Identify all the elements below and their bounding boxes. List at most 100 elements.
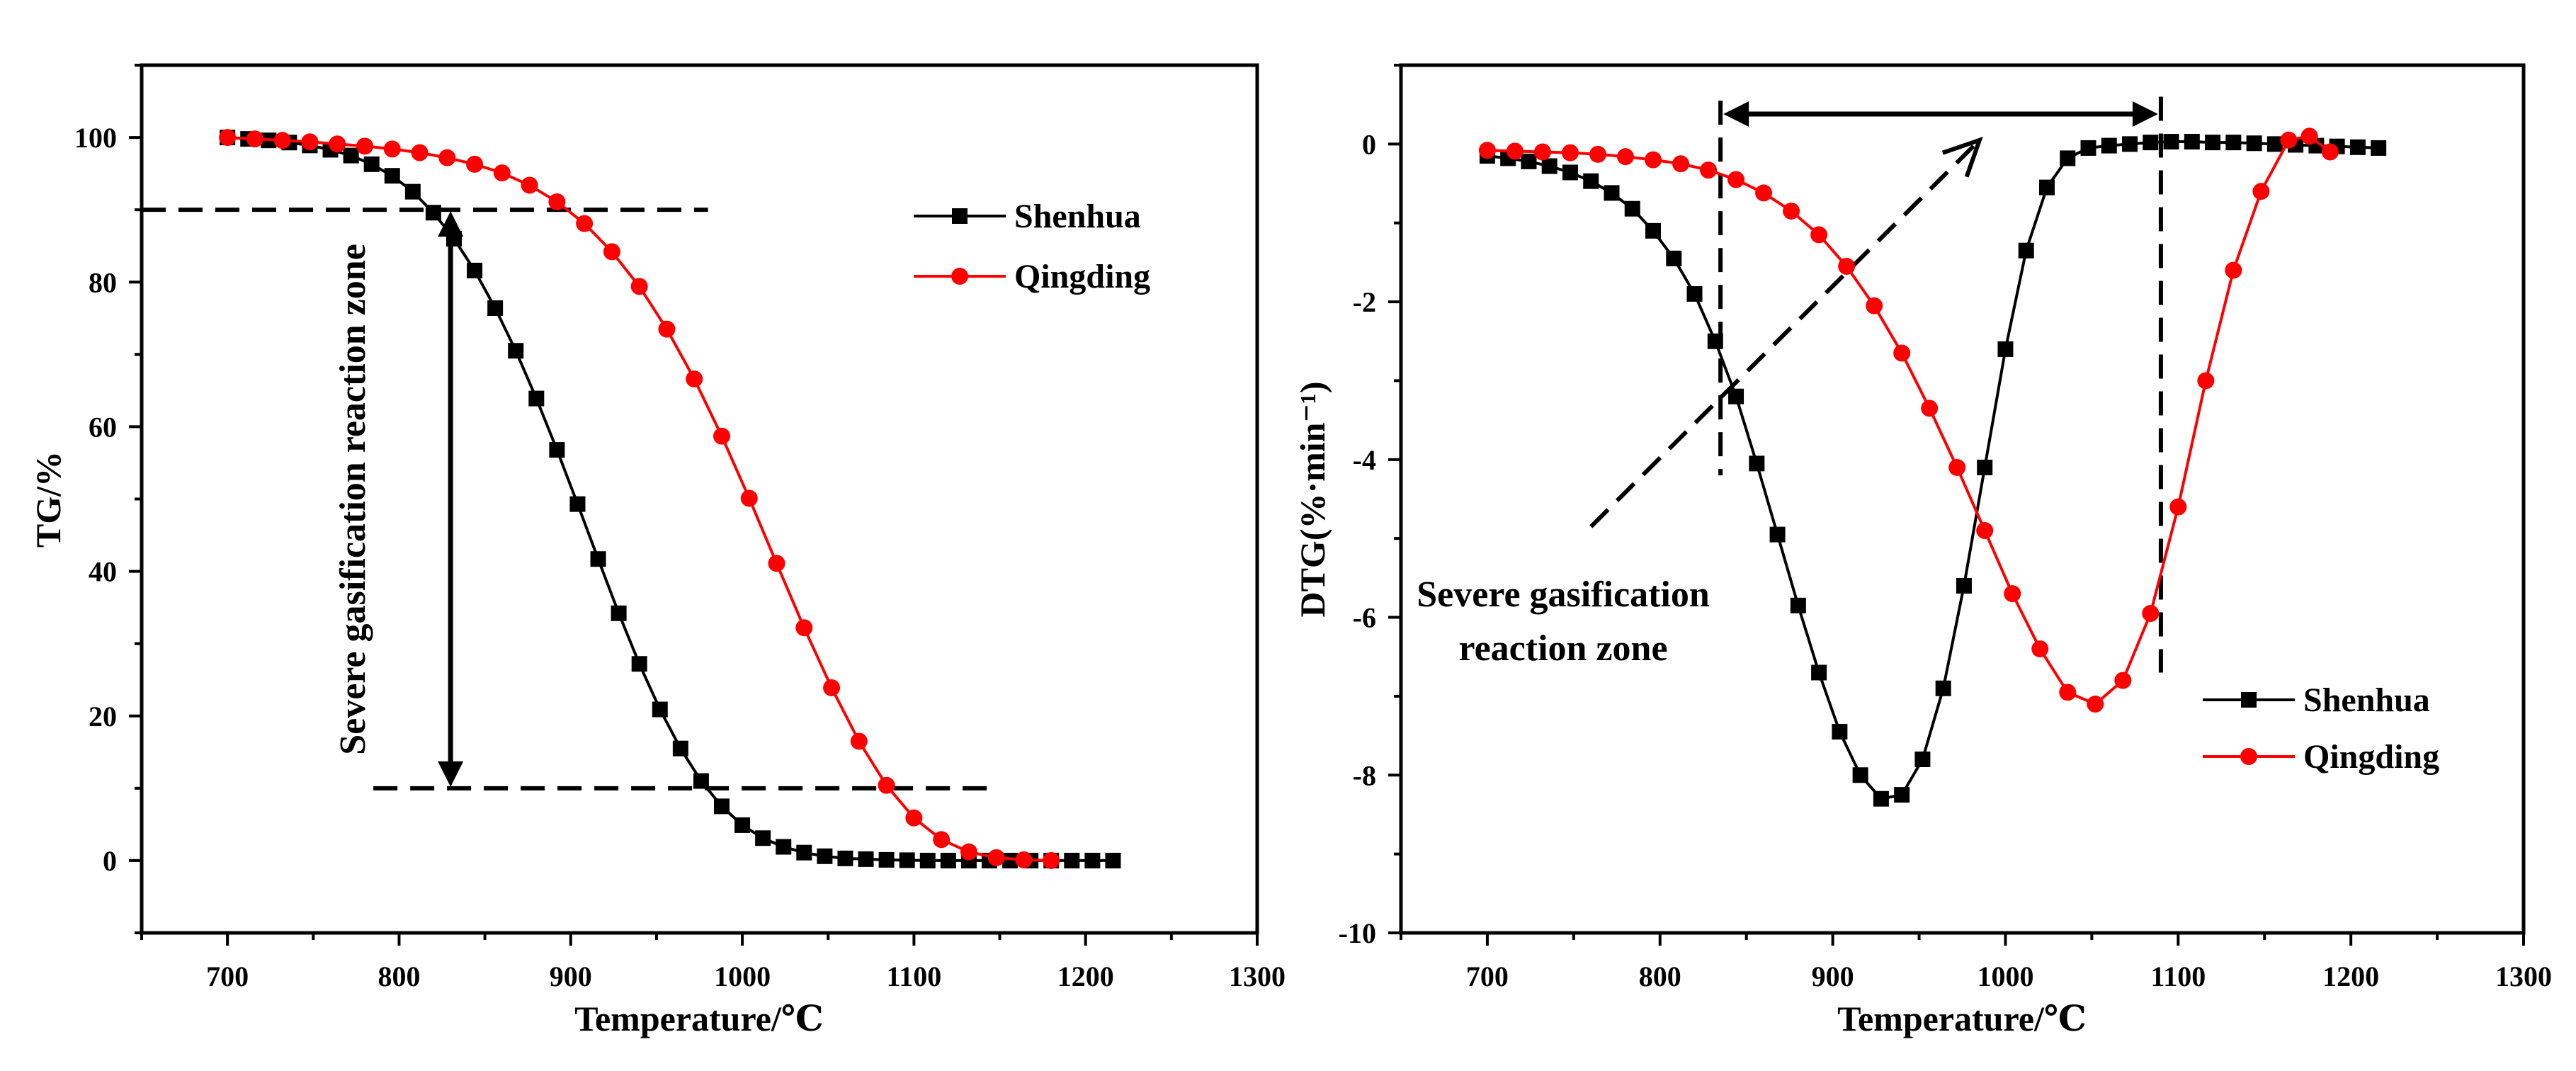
dtg-series-shenhua-point (1769, 526, 1786, 543)
tg-series-shenhua-point (919, 852, 936, 868)
tg-series-shenhua-point (899, 852, 915, 868)
dtg-series-qingding-point (1893, 344, 1911, 362)
dtg-series-qingding-point (2114, 672, 2132, 689)
dtg-series-shenhua-point (1852, 767, 1868, 783)
dtg-y-axis-title: DTG(%·min⁻¹) (1293, 381, 1332, 617)
tg-series-shenhua-point (467, 262, 483, 278)
dtg-x-tick-label-800: 800 (1639, 960, 1681, 992)
tg-series-shenhua-point (734, 817, 751, 833)
tg-series-shenhua-point (487, 300, 504, 316)
tg-y-tick-label-100: 100 (74, 122, 117, 154)
tg-series-shenhua-point (837, 850, 853, 866)
dtg-series-shenhua-point (1997, 341, 2014, 357)
tg-series-shenhua-point (817, 848, 833, 864)
tg-series-shenhua-point (384, 168, 400, 184)
tg-y-tick-label-60: 60 (89, 411, 117, 443)
dtg-series-shenhua-point (1790, 597, 1806, 613)
tg-series-qingding-point (383, 140, 401, 158)
dtg-x-tick-label-1000: 1000 (1977, 960, 2033, 992)
dtg-y-tick-label-4: -4 (1353, 444, 1376, 476)
tg-series-qingding-point (273, 132, 291, 149)
dtg-series-shenhua-point (2122, 136, 2138, 152)
dtg-x-tick-label-700: 700 (1466, 960, 1509, 992)
dtg-legend: Shenhua Qingding (2203, 681, 2439, 776)
tg-series-shenhua-point (631, 656, 647, 672)
dtg-series-shenhua-point (2184, 134, 2200, 150)
tg-series-qingding-point (493, 164, 511, 182)
dtg-series-shenhua-point (2371, 140, 2387, 156)
tg-series-shenhua-point (672, 740, 688, 756)
dtg-series-shenhua-point (1811, 664, 1827, 681)
dtg-legend-label-shenhua: Shenhua (2303, 681, 2430, 719)
dtg-series-qingding-point (1976, 522, 1994, 540)
dtg-pointer-arrow-shaft (1589, 138, 1982, 528)
dtg-series-shenhua-point (1583, 173, 1599, 189)
dtg-series-shenhua-point (2038, 179, 2055, 196)
tg-zone-arrow-head-down (438, 761, 464, 787)
tg-y-axis-title: TG/% (28, 451, 68, 548)
tg-series-qingding-point (933, 831, 951, 849)
tg-series-shenhua-point (446, 231, 462, 246)
dtg-series-shenhua-point (2060, 150, 2076, 166)
tg-x-tick-label-900: 900 (550, 960, 592, 992)
dtg-series-qingding-point (1672, 155, 1690, 173)
dtg-series-qingding-point (1700, 162, 1718, 179)
dtg-series-qingding-point (1921, 400, 1939, 417)
tg-series-qingding-point (960, 843, 977, 861)
tg-series-shenhua-point (652, 701, 668, 718)
dtg-series-qingding-point (1617, 148, 1634, 166)
dtg-series-qingding-point (1645, 151, 1662, 169)
dtg-legend-label-qingding: Qingding (2303, 738, 2439, 776)
tg-series-qingding-point (1043, 851, 1060, 869)
tg-series-shenhua-point (940, 852, 956, 868)
tg-y-tick-label-80: 80 (89, 266, 117, 298)
tg-series-qingding (219, 129, 1060, 869)
tg-series-qingding-point (768, 555, 785, 572)
dtg-series-shenhua-point (1749, 455, 1765, 472)
tg-series-shenhua-point (858, 851, 874, 867)
tg-series-shenhua-point (549, 442, 565, 458)
tg-x-tick-label-1200: 1200 (1057, 960, 1114, 992)
tg-zone-arrow-head-up (438, 211, 464, 237)
tg-series-qingding-point (438, 149, 456, 166)
tg-series-qingding-point (658, 320, 676, 338)
tg-legend-marker-qingding (951, 268, 968, 285)
dtg-series-shenhua-point (1728, 388, 1744, 404)
tg-series-shenhua-point (508, 343, 524, 359)
dtg-x-tick-label-900: 900 (1812, 960, 1854, 992)
dtg-series-qingding-line (1487, 135, 2332, 706)
dtg-series-qingding-point (1838, 257, 1856, 275)
dtg-y-tick-label-2: -2 (1353, 286, 1376, 318)
dtg-series-qingding-point (1533, 143, 1551, 161)
dtg-series-qingding-point (1506, 142, 1524, 160)
dtg-series-qingding-point (1478, 142, 1496, 159)
dtg-plot-frame (1399, 63, 2526, 935)
tg-series-shenhua-point (425, 205, 441, 221)
tg-series-qingding-point (246, 130, 263, 148)
tg-x-tick-label-1000: 1000 (714, 960, 771, 992)
dtg-series-qingding-point (2321, 143, 2339, 161)
tg-chart-panel: 700 800 900 1000 1100 1200 1300 0 20 40 60 80 100 Tem… (28, 63, 1286, 1038)
dtg-series-qingding-point (2142, 604, 2160, 622)
tg-series-qingding-point (219, 129, 237, 147)
dtg-y-tick-label-0: 0 (1362, 128, 1376, 160)
dtg-series-shenhua-point (1645, 222, 1662, 239)
dtg-series-qingding-point (1561, 144, 1579, 162)
dtg-series-qingding-point (2031, 640, 2049, 658)
dtg-series-qingding-point (1810, 226, 1828, 244)
dtg-legend-marker-qingding (2240, 748, 2257, 765)
dtg-series-qingding-point (2059, 684, 2077, 701)
tg-series-shenhua-point (878, 851, 895, 868)
dtg-series-shenhua-point (1562, 164, 1578, 181)
tg-series-shenhua-point (776, 839, 792, 855)
tg-zone-annotation: Severe gasification reaction zone (333, 244, 373, 755)
tg-series-qingding-point (795, 619, 813, 637)
dtg-series-shenhua-point (2080, 140, 2096, 156)
tg-y-tick-label-20: 20 (89, 701, 117, 732)
dtg-zone-arrow-head-left (1723, 101, 1749, 128)
dtg-series-shenhua-point (1604, 185, 1620, 201)
dtg-series-shenhua-point (1914, 752, 1931, 767)
dtg-series-shenhua-point (1521, 153, 1537, 169)
tg-series-qingding-point (329, 135, 346, 153)
dtg-zone-arrow-head-right (2132, 101, 2158, 128)
